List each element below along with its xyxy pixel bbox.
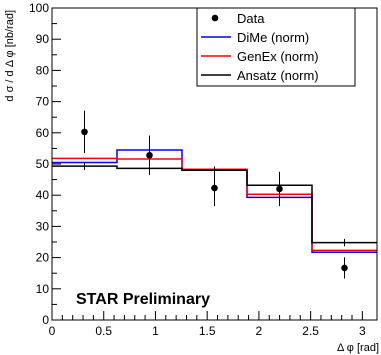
y-tick-label: 70 [36,95,50,109]
data-points [81,110,348,279]
y-tick-label: 30 [36,219,50,233]
y-tick-label: 10 [36,282,50,296]
data-point [276,185,283,193]
y-tick-label: 40 [36,188,50,202]
y-tick-label: 80 [36,63,50,77]
y-tick-label: 60 [36,126,50,140]
data-point [81,128,88,136]
y-tick-label: 0 [42,313,49,327]
data-point [341,264,348,272]
x-tick-label: 2 [256,324,263,338]
y-axis-title: d σ / d Δ φ [nb/rad] [4,10,16,102]
legend-label-genex: GenEx (norm) [237,49,319,64]
y-tick-label: 100 [29,1,49,15]
data-point [211,184,218,192]
legend-marker-data [211,14,219,22]
y-tick-label: 90 [36,32,50,46]
x-tick-label: 0 [49,324,56,338]
x-axis-title: Δ φ [rad] [337,342,379,354]
legend-label-ansatz: Ansatz (norm) [237,68,319,83]
legend-label-data: Data [237,11,265,26]
axis-ticks: 0 10 20 30 40 50 60 70 80 90 100 0 0.5 1 1.5 2 2.5 3 [29,1,366,338]
star-preliminary-label: STAR Preliminary [76,291,210,308]
x-tick-label: 0.5 [95,324,112,338]
data-point [146,151,153,159]
legend: Data DiMe (norm) GenEx (norm) Ansatz (norm) [196,7,356,87]
y-tick-label: 20 [36,251,50,265]
x-tick-label: 1.5 [199,324,216,338]
x-tick-label: 3 [359,324,366,338]
x-tick-label: 2.5 [302,324,319,338]
x-tick-label: 1 [152,324,159,338]
legend-box [196,7,356,87]
legend-label-dime: DiMe (norm) [237,30,309,45]
y-tick-label: 50 [36,157,50,171]
